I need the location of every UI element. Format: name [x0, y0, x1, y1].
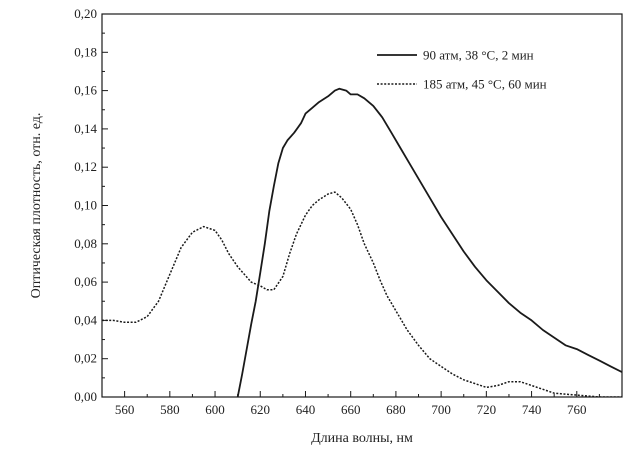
legend-label-series-1: 90 атм, 38 °C, 2 мин	[423, 48, 534, 63]
series-line-1	[236, 87, 622, 397]
x-tick-label: 680	[386, 402, 406, 417]
y-tick-label: 0,14	[74, 121, 97, 136]
x-tick-label: 700	[431, 402, 451, 417]
plot-frame	[101, 13, 623, 398]
plot-content	[102, 87, 622, 397]
legend: 90 атм, 38 °C, 2 мин 185 атм, 45 °C, 60 …	[377, 48, 547, 92]
x-tick-label: 580	[160, 402, 180, 417]
x-tick-label: 560	[115, 402, 135, 417]
y-tick-label: 0,04	[74, 312, 97, 327]
x-tick-label: 660	[341, 402, 361, 417]
y-tick-label: 0,02	[74, 351, 97, 366]
x-axis-title: Длина волны, нм	[311, 431, 413, 446]
x-axis: 560 580 600 620 640 660 680 700 720 740 760	[101, 391, 600, 417]
y-tick-label: 0,20	[74, 6, 97, 21]
x-tick-label: 720	[477, 402, 497, 417]
x-tick-label: 600	[205, 402, 225, 417]
y-tick-label: 0,16	[74, 83, 97, 98]
x-tick-label: 640	[296, 402, 316, 417]
y-axis-title: Оптическая плотность, отн. ед.	[29, 113, 44, 299]
y-tick-label: 0,00	[74, 389, 97, 404]
y-tick-label: 0,12	[74, 159, 97, 174]
y-tick-label: 0,06	[74, 274, 97, 289]
x-tick-label: 740	[522, 402, 542, 417]
y-tick-label: 0,10	[74, 198, 97, 213]
y-axis: 0,00 0,02 0,04 0,06 0,08 0,10 0,12 0,14 0,16 0,18…	[74, 6, 108, 404]
y-tick-label: 0,18	[74, 44, 97, 59]
legend-label-series-2: 185 атм, 45 °C, 60 мин	[423, 77, 547, 92]
y-tick-label: 0,08	[74, 236, 97, 251]
x-tick-label: 760	[567, 402, 587, 417]
series-line-2	[102, 191, 622, 397]
x-tick-label: 620	[251, 402, 271, 417]
